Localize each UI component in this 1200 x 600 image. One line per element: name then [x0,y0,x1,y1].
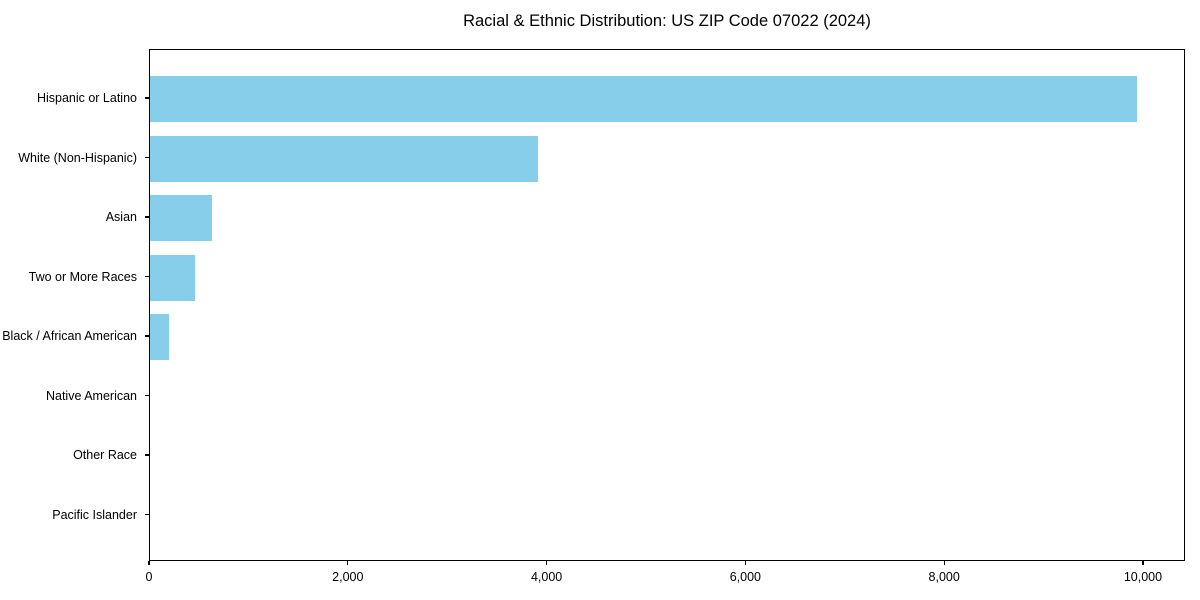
x-tick-label-2000: 2,000 [332,570,364,584]
bar-hispanic-or-latino [150,76,1137,122]
x-tick-label-0: 0 [145,570,153,584]
y-tick-label-native-american: Native American [45,388,137,403]
x-tick-mark [148,561,150,565]
x-tick-label-4000: 4,000 [530,570,563,584]
bar-black-african-american [150,314,169,360]
plot-area [149,49,1185,561]
x-tick-mark [545,561,548,565]
x-tick-mark [347,561,349,565]
x-tick-label-6000: 6,000 [729,570,761,584]
y-tick-mark [145,454,149,456]
x-tick-label-10000: 10,000 [1123,570,1163,584]
chart-title: Racial & Ethnic Distribution: US ZIP Cod… [463,12,871,30]
x-tick-mark [1142,561,1144,565]
x-tick-label-8000: 8,000 [928,570,960,584]
y-tick-mark [145,513,149,516]
y-tick-mark [145,156,149,159]
y-tick-mark [145,97,149,99]
y-tick-label-other-race: Other Race [73,448,137,462]
x-tick-mark [943,561,945,565]
x-tick-mark [744,561,746,565]
y-tick-mark [145,394,149,397]
y-tick-label-white-non-hispanic: White (Non-Hispanic) [18,150,137,165]
bar-two-or-more-races [150,254,195,301]
bar-asian [150,195,213,241]
y-tick-label-two-or-more-races: Two or More Races [28,269,137,284]
y-tick-mark [145,216,149,218]
y-tick-label-pacific-islander: Pacific Islander [52,507,137,522]
y-tick-mark [145,335,149,337]
y-tick-label-asian: Asian [105,210,137,224]
bar-white-non-hispanic [150,135,539,182]
y-tick-label-black-african-american: Black / African American [2,329,137,343]
y-tick-mark [145,275,149,278]
y-tick-label-hispanic-or-latino: Hispanic or Latino [36,91,137,105]
